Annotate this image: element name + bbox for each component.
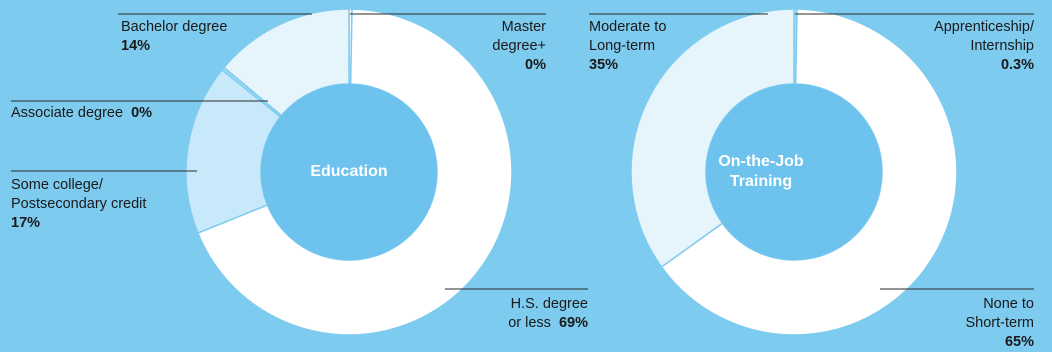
hs-degree-label-line-1: H.S. degree [510, 296, 588, 312]
label-moderate-long-term: Moderate to Long-term 35% [589, 18, 666, 75]
label-hs-degree: H.S. degree or less 69% [440, 295, 588, 333]
hs-degree-value: 69% [558, 315, 588, 331]
label-associate-degree: Associate degree 0% [11, 104, 152, 123]
none-short-term-label-line-1: None to [983, 296, 1034, 312]
label-apprenticeship: Apprenticeship/ Internship 0.3% [842, 18, 1034, 75]
none-short-term-value: 65% [1004, 334, 1034, 350]
label-none-short-term: None to Short-term 65% [870, 295, 1035, 352]
master-degree-value: 0% [525, 57, 546, 73]
apprenticeship-label-line-1: Apprenticeship/ [934, 19, 1034, 35]
bachelor-degree-label: Bachelor degree [121, 19, 228, 35]
leader-lines [11, 13, 1034, 290]
donut-center [261, 84, 437, 260]
training-title-line-1: On-the-Job [718, 153, 804, 170]
training-donut [630, 8, 958, 336]
education-title: Education [310, 163, 388, 180]
bachelor-degree-value: 14% [121, 38, 151, 54]
label-bachelor-degree: Bachelor degree 14% [121, 18, 227, 56]
training-center-title: On-the-Job Training [701, 152, 821, 192]
none-short-term-label-line-2: Short-term [965, 315, 1035, 331]
hs-degree-label-line-2: or less [508, 315, 551, 331]
moderate-long-term-value: 35% [589, 57, 619, 73]
apprenticeship-value: 0.3% [1000, 57, 1034, 73]
associate-degree-value: 0% [131, 105, 153, 121]
label-some-college: Some college/ Postsecondary credit 17% [11, 176, 146, 233]
moderate-long-term-label-line-2: Long-term [589, 38, 656, 54]
master-degree-label-line-1: Master [501, 19, 546, 35]
associate-degree-label: Associate degree [11, 105, 124, 121]
master-degree-label-line-2: degree+ [492, 38, 546, 54]
education-center-title: Education [289, 162, 409, 182]
some-college-label-line-2: Postsecondary credit [11, 196, 147, 212]
training-title-line-2: Training [729, 173, 793, 190]
donut-center [706, 84, 882, 260]
apprenticeship-label-line-2: Internship [970, 38, 1034, 54]
some-college-value: 17% [11, 215, 41, 231]
label-master-degree: Master degree+ 0% [430, 18, 546, 75]
education-donut [185, 8, 513, 336]
moderate-long-term-label-line-1: Moderate to [589, 19, 667, 35]
some-college-label-line-1: Some college/ [11, 177, 103, 193]
